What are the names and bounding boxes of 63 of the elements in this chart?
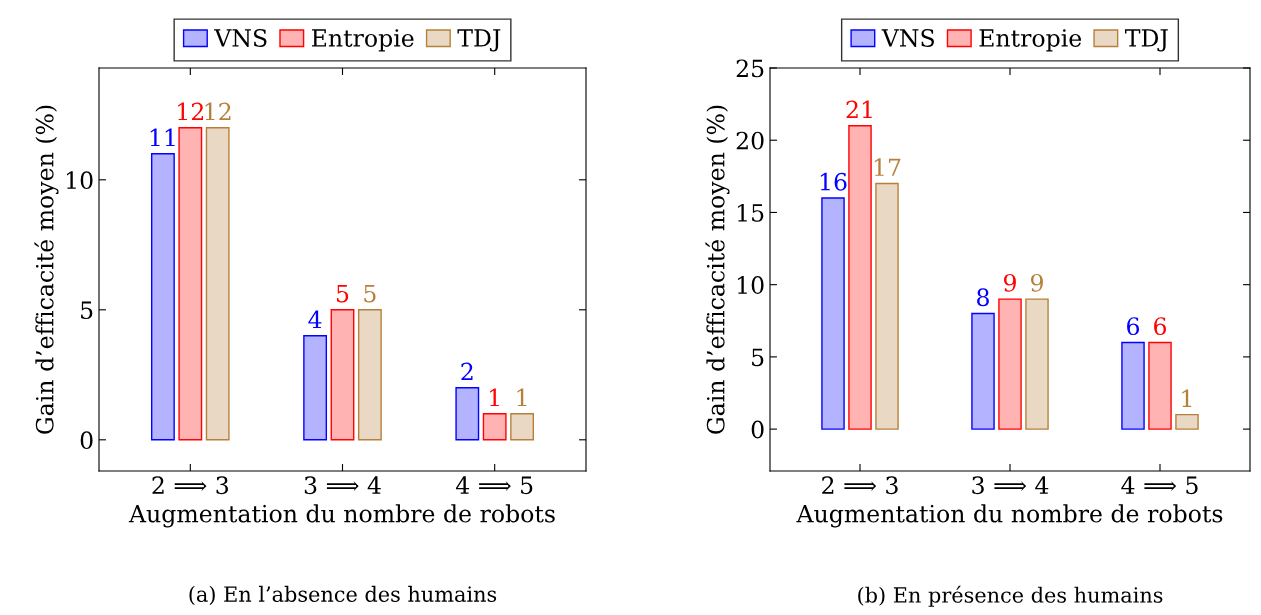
bar [1148, 341, 1172, 430]
y-tick-label: 25 [736, 59, 764, 78]
bar [510, 413, 535, 441]
y-tick-label: 10 [737, 276, 764, 294]
bar [482, 413, 507, 441]
x-tick-label: 2 ⟹ 3 [152, 476, 229, 495]
data-label: 12 [178, 102, 204, 121]
data-label: 1 [1182, 389, 1192, 407]
y-tick-label: 10 [66, 171, 93, 190]
data-label: 5 [337, 284, 349, 303]
legend-label: VNS [881, 29, 934, 47]
text: (b) En présence des humains [858, 585, 1163, 607]
data-label: 17 [874, 158, 901, 176]
x-tick-label: 2 ⟹ 3 [822, 476, 898, 495]
y-axis-title: Gain d’efficacité moyen (%) [705, 105, 730, 434]
bar [357, 309, 382, 441]
bar [455, 387, 480, 441]
y-tick-label: 0 [80, 431, 93, 450]
data-label: 6 [1154, 317, 1167, 336]
legend-label: VNS [214, 29, 267, 47]
data-label: 16 [820, 172, 847, 191]
data-label: 11 [150, 128, 175, 147]
bar [875, 182, 899, 430]
bar [1025, 298, 1049, 430]
bar [303, 335, 328, 441]
legend-label: Entropie [311, 29, 414, 52]
data-label: 8 [977, 288, 989, 307]
y-tick-label: 20 [736, 131, 764, 150]
x-tick-label: 3 ⟹ 4 [304, 476, 381, 495]
bar [150, 153, 175, 441]
bar [1121, 341, 1145, 430]
bar [1175, 413, 1199, 430]
data-label: 9 [1030, 273, 1043, 292]
legend-label: TDJ [1124, 29, 1168, 52]
x-axis-title: Augmentation du nombre de robots [128, 504, 555, 528]
y-tick-label: 15 [737, 203, 764, 222]
bar [821, 197, 845, 430]
text: (a) En l’absence des humains [189, 585, 497, 605]
x-tick-label: 3 ⟹ 4 [972, 476, 1049, 495]
data-label: 4 [308, 310, 322, 329]
bar [998, 298, 1022, 430]
bar [848, 125, 872, 430]
data-label: 6 [1127, 317, 1140, 336]
y-axis-title: Gain d’efficacité moyen (%) [34, 105, 59, 434]
bar [971, 312, 995, 430]
data-label: 1 [517, 388, 527, 407]
data-label: 9 [1003, 273, 1016, 292]
y-tick-label: 5 [81, 301, 93, 320]
bar [205, 127, 230, 441]
legend-label: TDJ [457, 29, 501, 52]
bar [330, 309, 355, 441]
data-label: 12 [205, 102, 231, 121]
x-axis-title: Augmentation du nombre de robots [796, 504, 1223, 528]
data-label: 1 [490, 388, 499, 407]
legend-label: Entropie [979, 29, 1082, 52]
y-tick-label: 0 [751, 420, 764, 439]
bar [178, 127, 203, 441]
y-tick-label: 5 [752, 348, 764, 367]
data-label: 5 [364, 284, 376, 303]
data-label: 2 [461, 362, 473, 381]
x-tick-label: 4 ⟹ 5 [1121, 476, 1198, 495]
data-label: 21 [846, 100, 872, 119]
x-tick-label: 4 ⟹ 5 [455, 476, 533, 495]
